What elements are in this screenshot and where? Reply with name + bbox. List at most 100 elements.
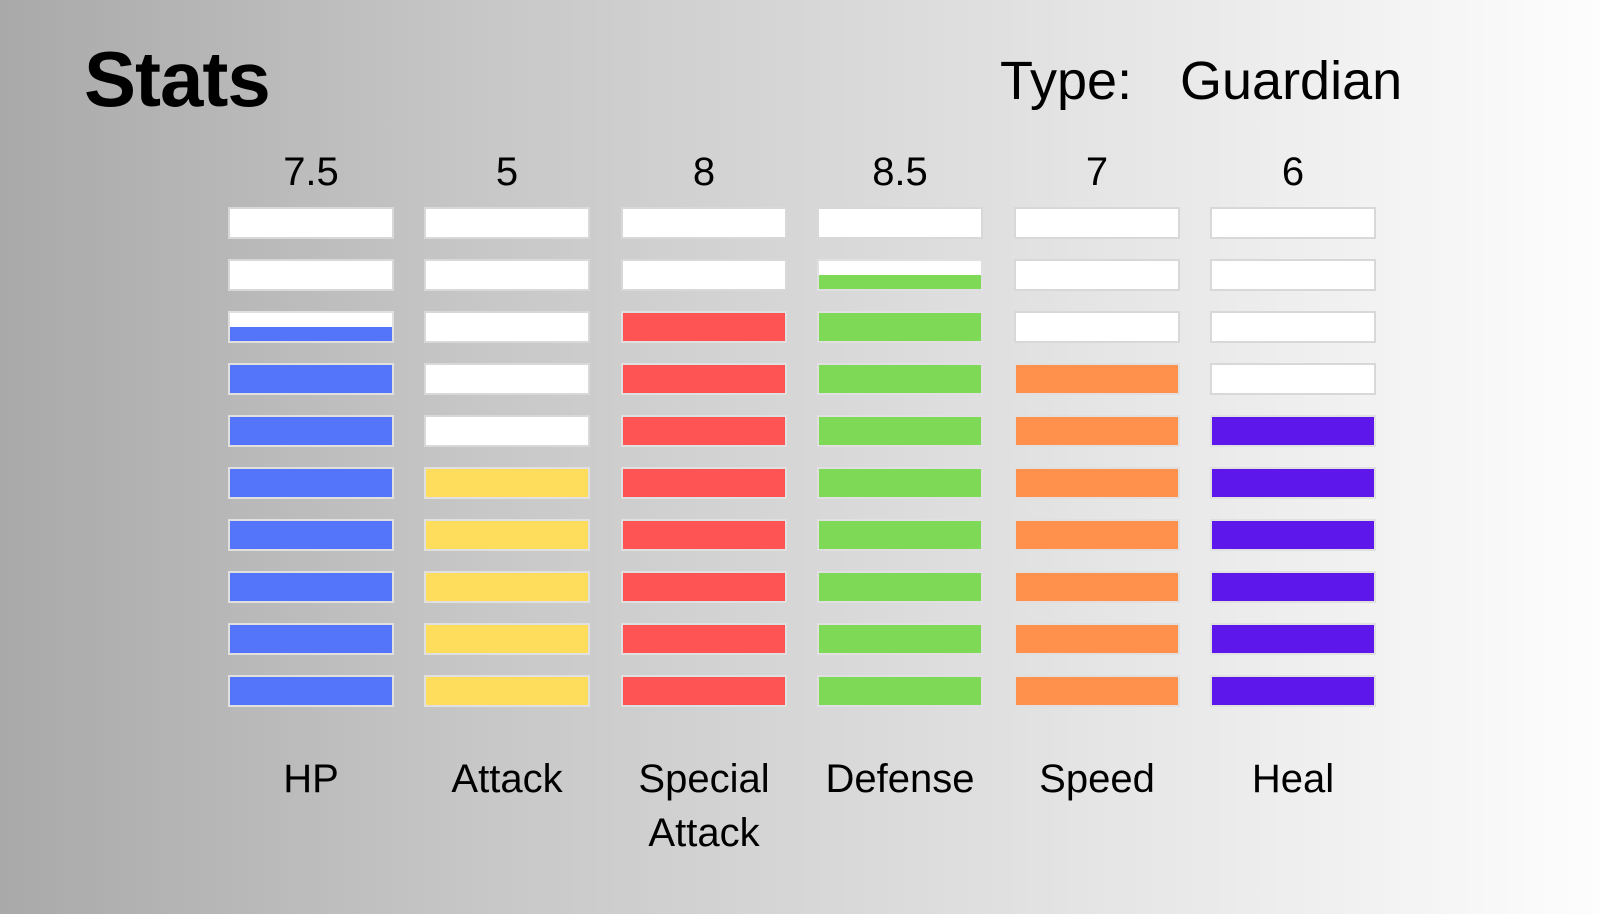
- stat-bars-heal: [1210, 0, 1376, 914]
- stat-segment-attack-5: [424, 467, 590, 499]
- stat-segment-fill-hp-2: [230, 625, 392, 653]
- stat-segment-fill-speed-7: [1016, 365, 1178, 393]
- stat-segment-defense-6: [817, 415, 983, 447]
- stat-segment-heal-9: [1210, 259, 1376, 291]
- stat-label-speed: Speed: [1039, 757, 1155, 801]
- stat-segment-speed-8: [1014, 311, 1180, 343]
- stat-segment-heal-6: [1210, 415, 1376, 447]
- stat-column-speed: 7 Speed: [1014, 0, 1180, 914]
- stat-segment-hp-4: [228, 519, 394, 551]
- stat-segment-hp-1: [228, 675, 394, 707]
- stat-segment-attack-7: [424, 363, 590, 395]
- stat-segment-defense-3: [817, 571, 983, 603]
- stat-bars-speed: [1014, 0, 1180, 914]
- stat-segment-defense-10: [817, 207, 983, 239]
- stat-value-speed: 7: [1085, 150, 1109, 194]
- stat-segment-fill-hp-3: [230, 573, 392, 601]
- stat-segment-speed-6: [1014, 415, 1180, 447]
- stat-column-hp: 7.5 HP: [228, 0, 394, 914]
- stat-segment-fill-heal-2: [1212, 625, 1374, 653]
- stat-segment-special-attack-7: [621, 363, 787, 395]
- stat-segment-hp-7: [228, 363, 394, 395]
- stat-segment-fill-defense-1: [819, 677, 981, 705]
- stat-segment-fill-heal-4: [1212, 521, 1374, 549]
- stat-segment-speed-7: [1014, 363, 1180, 395]
- stat-segment-fill-speed-1: [1016, 677, 1178, 705]
- stat-column-heal: 6 Heal: [1210, 0, 1376, 914]
- stat-segment-heal-8: [1210, 311, 1376, 343]
- stat-value-heal: 6: [1281, 150, 1305, 194]
- stat-label-heal: Heal: [1251, 757, 1335, 801]
- stat-column-special-attack: 8 Special Attack: [621, 0, 787, 914]
- stat-segment-heal-2: [1210, 623, 1376, 655]
- stat-segment-fill-speed-6: [1016, 417, 1178, 445]
- stat-segment-special-attack-10: [621, 207, 787, 239]
- stat-segment-heal-3: [1210, 571, 1376, 603]
- stat-segment-speed-2: [1014, 623, 1180, 655]
- stat-segment-defense-9: [817, 259, 983, 291]
- stat-segment-hp-8: [228, 311, 394, 343]
- stat-segment-fill-heal-6: [1212, 417, 1374, 445]
- stat-segment-hp-3: [228, 571, 394, 603]
- stat-segment-fill-attack-4: [426, 521, 588, 549]
- stat-segment-fill-attack-1: [426, 677, 588, 705]
- stat-segment-fill-special-attack-2: [623, 625, 785, 653]
- stat-segment-attack-4: [424, 519, 590, 551]
- stat-segment-defense-1: [817, 675, 983, 707]
- stat-segment-hp-5: [228, 467, 394, 499]
- stat-segment-special-attack-2: [621, 623, 787, 655]
- stat-label-defense: Defense: [825, 757, 975, 801]
- stat-segment-fill-hp-4: [230, 521, 392, 549]
- stat-segment-fill-special-attack-5: [623, 469, 785, 497]
- stat-segment-heal-10: [1210, 207, 1376, 239]
- stat-segment-heal-7: [1210, 363, 1376, 395]
- stat-segment-attack-10: [424, 207, 590, 239]
- stat-segment-attack-6: [424, 415, 590, 447]
- stat-segment-special-attack-9: [621, 259, 787, 291]
- stat-segment-fill-defense-9: [819, 275, 981, 289]
- stat-segment-fill-defense-2: [819, 625, 981, 653]
- stat-segment-fill-defense-8: [819, 313, 981, 341]
- stat-segment-hp-9: [228, 259, 394, 291]
- stat-segment-hp-2: [228, 623, 394, 655]
- stat-segment-fill-hp-5: [230, 469, 392, 497]
- stat-column-defense: 8.5 Defense: [817, 0, 983, 914]
- stat-segment-special-attack-1: [621, 675, 787, 707]
- stat-segment-special-attack-4: [621, 519, 787, 551]
- stat-segment-defense-5: [817, 467, 983, 499]
- stat-segment-fill-defense-7: [819, 365, 981, 393]
- stat-value-attack: 5: [495, 150, 519, 194]
- stat-value-hp: 7.5: [283, 150, 339, 194]
- stat-value-defense: 8.5: [872, 150, 928, 194]
- stat-segment-fill-defense-4: [819, 521, 981, 549]
- stat-segment-attack-2: [424, 623, 590, 655]
- stat-segment-defense-2: [817, 623, 983, 655]
- stat-bars-defense: [817, 0, 983, 914]
- type-label: Type:: [1000, 51, 1133, 111]
- stat-segment-fill-hp-6: [230, 417, 392, 445]
- stat-segment-defense-8: [817, 311, 983, 343]
- stat-segment-defense-4: [817, 519, 983, 551]
- stat-segment-heal-5: [1210, 467, 1376, 499]
- stat-segment-fill-special-attack-4: [623, 521, 785, 549]
- stat-segment-speed-3: [1014, 571, 1180, 603]
- stat-bars-hp: [228, 0, 394, 914]
- stat-segment-fill-hp-7: [230, 365, 392, 393]
- stat-segment-fill-special-attack-8: [623, 313, 785, 341]
- stat-segment-special-attack-3: [621, 571, 787, 603]
- stat-segment-fill-special-attack-7: [623, 365, 785, 393]
- stat-segment-speed-10: [1014, 207, 1180, 239]
- stat-value-special-attack: 8: [692, 150, 716, 194]
- stat-segment-heal-1: [1210, 675, 1376, 707]
- stat-segment-fill-speed-5: [1016, 469, 1178, 497]
- stat-segment-fill-heal-1: [1212, 677, 1374, 705]
- stat-segment-attack-8: [424, 311, 590, 343]
- stat-bars-attack: [424, 0, 590, 914]
- stat-segment-attack-9: [424, 259, 590, 291]
- page-title: Stats: [84, 35, 271, 123]
- stat-segment-hp-6: [228, 415, 394, 447]
- stat-segment-fill-attack-5: [426, 469, 588, 497]
- stat-segment-fill-special-attack-6: [623, 417, 785, 445]
- stat-segment-fill-hp-8: [230, 327, 392, 341]
- stat-segment-fill-defense-5: [819, 469, 981, 497]
